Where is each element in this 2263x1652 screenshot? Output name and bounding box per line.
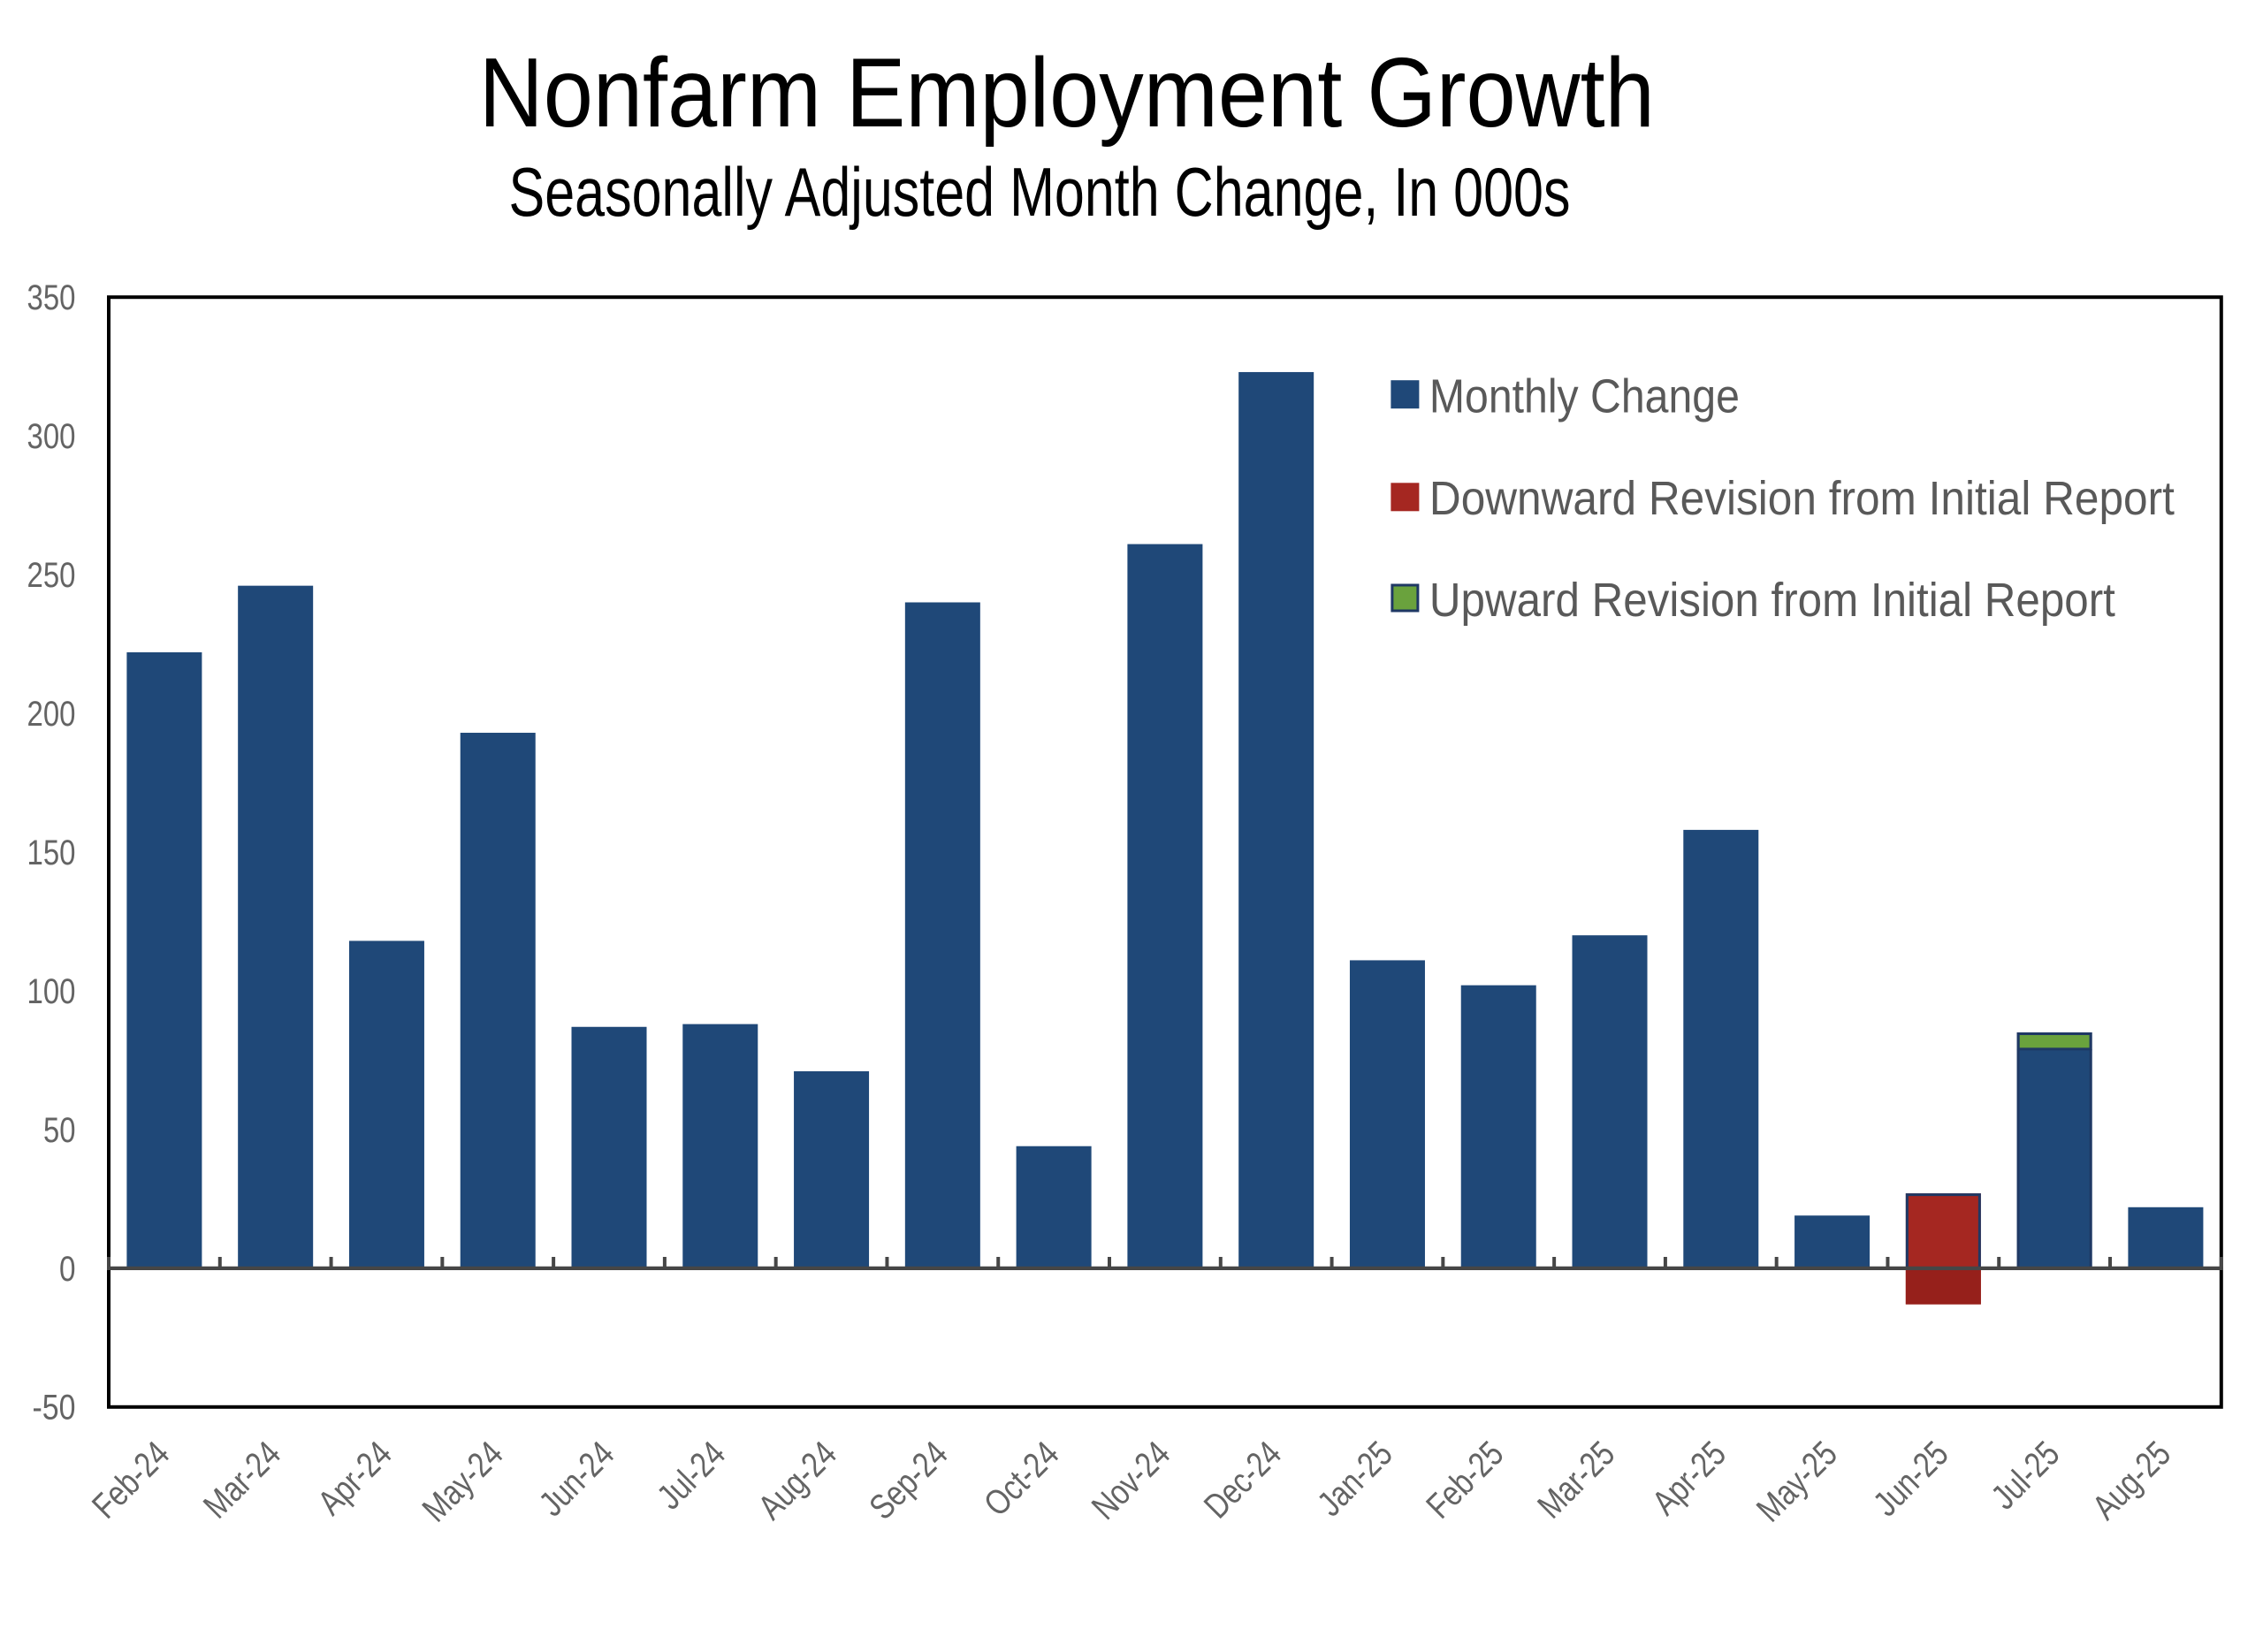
svg-text:250: 250 xyxy=(27,556,76,595)
svg-text:200: 200 xyxy=(27,695,76,734)
svg-text:100: 100 xyxy=(27,972,76,1011)
svg-text:50: 50 xyxy=(43,1111,76,1150)
svg-text:Monthly Change: Monthly Change xyxy=(1429,370,1740,423)
svg-text:Upward Revision from Initial R: Upward Revision from Initial Report xyxy=(1429,574,2115,627)
svg-text:350: 350 xyxy=(27,278,76,317)
svg-text:Seasonally Adjusted Month Chan: Seasonally Adjusted Month Change, In 000… xyxy=(509,153,1571,231)
svg-text:0: 0 xyxy=(59,1250,76,1289)
svg-text:Downward Revision from Initial: Downward Revision from Initial Report xyxy=(1429,472,2175,525)
svg-text:Nonfarm Employment Growth: Nonfarm Employment Growth xyxy=(479,38,1655,148)
svg-text:150: 150 xyxy=(27,834,76,872)
svg-text:-50: -50 xyxy=(33,1389,76,1427)
svg-text:300: 300 xyxy=(27,417,76,456)
